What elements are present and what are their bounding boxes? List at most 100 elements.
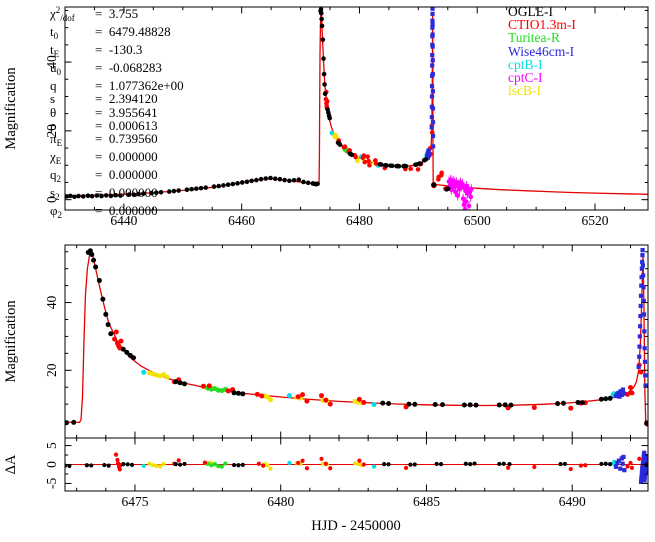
data-point	[322, 91, 328, 97]
data-point	[291, 177, 297, 183]
data-point	[575, 399, 581, 405]
data-point	[182, 461, 187, 467]
data-point	[113, 192, 118, 198]
data-point	[415, 167, 421, 172]
data-point	[254, 177, 259, 183]
fit-param-row: t0 = 6479.48828	[50, 25, 184, 43]
data-point	[463, 199, 469, 205]
data-point	[131, 192, 137, 197]
data-point	[430, 11, 435, 16]
data-point	[640, 465, 645, 470]
data-point	[466, 203, 472, 209]
data-point	[177, 380, 183, 386]
data-point	[598, 396, 604, 402]
data-point	[231, 390, 237, 396]
data-point	[249, 178, 254, 184]
data-point	[141, 191, 146, 196]
data-point	[640, 247, 645, 253]
data-point	[429, 125, 434, 130]
y-tick-label: 40	[44, 296, 59, 310]
data-point	[622, 468, 627, 473]
data-point	[315, 181, 320, 187]
data-point	[319, 393, 325, 399]
data-point	[473, 402, 479, 408]
data-point	[240, 462, 245, 467]
data-point	[429, 84, 435, 89]
data-point	[282, 177, 287, 183]
data-point	[568, 405, 574, 411]
fit-param-label: u0	[50, 60, 61, 78]
series-cptB-I	[141, 369, 617, 407]
data-point	[305, 180, 311, 186]
data-point	[620, 461, 625, 466]
data-point	[108, 193, 114, 199]
fit-param-value: = 2.394120	[95, 91, 158, 107]
data-point	[202, 460, 208, 465]
data-point	[641, 455, 646, 460]
data-point	[430, 53, 435, 58]
fit-param-label: q2	[50, 166, 61, 184]
data-point	[430, 44, 435, 49]
data-point	[84, 463, 89, 468]
legend-item: OGLE-I	[508, 4, 553, 19]
data-point	[639, 266, 644, 271]
y-tick-label: 20	[44, 363, 59, 377]
data-point	[157, 464, 163, 469]
x-axis-label: HJD - 2450000	[311, 518, 400, 534]
data-point	[439, 402, 445, 408]
data-point	[300, 458, 305, 463]
data-point	[430, 106, 436, 111]
fit-param-label: ρ	[50, 117, 57, 133]
data-point	[430, 7, 435, 11]
data-point	[641, 457, 646, 463]
data-point	[638, 324, 643, 329]
data-point	[268, 175, 273, 181]
fit-param-row: χ2/dof = 3.755	[50, 4, 184, 25]
data-point	[322, 82, 327, 87]
fit-param-label: t0	[50, 24, 59, 42]
data-point	[113, 329, 119, 335]
data-point	[642, 346, 647, 351]
data-point	[371, 401, 377, 407]
data-point	[430, 71, 435, 77]
data-point	[467, 402, 473, 408]
fit-param-row: s2 = 0.000000	[50, 186, 184, 204]
data-point	[327, 115, 333, 121]
data-point	[608, 462, 613, 467]
data-point	[173, 462, 178, 467]
data-point	[618, 466, 623, 471]
data-point	[320, 37, 326, 42]
data-point	[321, 71, 327, 77]
data-point	[25, 419, 30, 424]
data-point	[166, 189, 172, 194]
data-point	[426, 148, 431, 153]
data-point	[102, 462, 107, 468]
data-point	[371, 464, 377, 469]
data-point	[212, 462, 217, 467]
x-tick-label: 6490	[559, 494, 586, 509]
data-point	[72, 194, 77, 200]
data-point	[638, 479, 644, 485]
data-point	[431, 182, 437, 188]
x-tick-label: 6480	[267, 494, 294, 509]
data-point	[219, 464, 224, 469]
legend-item: CTIO1.3m-I	[508, 17, 576, 33]
series-CTIO1.3m-I	[323, 89, 448, 191]
data-point	[89, 193, 95, 199]
data-point	[508, 402, 514, 408]
data-point	[555, 401, 561, 407]
fit-param-value: = 0.000000	[95, 166, 158, 182]
data-point	[378, 162, 384, 167]
data-point	[643, 373, 648, 378]
series-CTIO1.3m-I	[112, 329, 648, 427]
data-point	[501, 461, 506, 466]
data-point	[625, 464, 630, 469]
data-point	[496, 402, 502, 408]
data-point	[154, 463, 159, 468]
data-point	[497, 461, 502, 467]
data-point	[124, 349, 130, 355]
data-point	[239, 180, 245, 185]
data-point	[423, 157, 429, 162]
fit-param-row: πE = 0.739560	[50, 132, 184, 150]
